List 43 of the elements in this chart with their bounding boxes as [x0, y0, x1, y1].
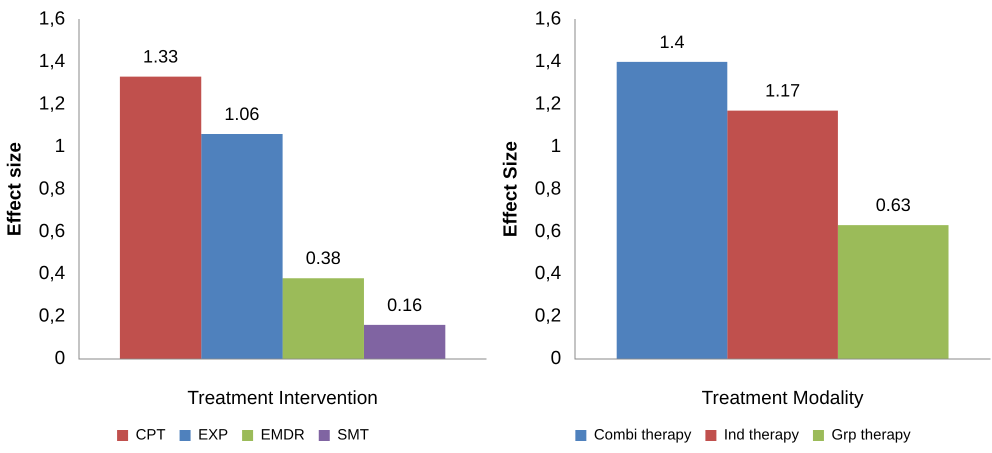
data-label: 0.63	[876, 195, 911, 216]
data-label: 0.38	[306, 248, 341, 268]
bar	[838, 225, 949, 359]
y-tick-label: 0,8	[534, 178, 562, 200]
bar	[616, 62, 728, 359]
y-tick-label: 1,6	[38, 8, 66, 30]
y-tick-label: 0	[54, 348, 66, 370]
y-tick-label: 0,6	[38, 220, 66, 242]
data-label: 0.16	[387, 294, 422, 315]
y-tick-label: 0,6	[534, 220, 562, 242]
data-label: 1.4	[659, 32, 685, 52]
y-tick-label: 1,2	[38, 93, 66, 114]
legend-label: EMDR	[260, 426, 305, 444]
legend-label: SMT	[337, 426, 369, 444]
legend-label: Grp therapy	[831, 426, 912, 444]
y-tick-label: 0,4	[38, 263, 66, 284]
bar	[282, 278, 364, 359]
legend-label: Combi therapy	[594, 426, 692, 444]
legend-label: CPT	[136, 426, 166, 444]
y-tick-label: 0,2	[534, 306, 562, 327]
y-axis-title: Effect Size	[500, 141, 522, 238]
legend-label: Ind therapy	[724, 426, 800, 444]
data-label: 1.17	[765, 80, 800, 101]
y-tick-label: 0,4	[534, 263, 562, 284]
y-tick-label: 0,2	[38, 306, 66, 327]
y-tick-label: 0	[550, 348, 562, 370]
y-tick-label: 1,4	[38, 51, 66, 72]
legend-label: EXP	[198, 426, 228, 444]
bar	[120, 76, 202, 359]
x-axis-title: Treatment Modality	[702, 388, 864, 409]
y-tick-label: 1	[54, 136, 66, 157]
bar	[201, 134, 283, 359]
y-axis-title: Effect size	[4, 142, 26, 236]
y-tick-label: 1	[550, 136, 562, 157]
bar	[727, 110, 838, 359]
x-axis-title: Treatment Intervention	[187, 388, 378, 409]
bar	[364, 324, 446, 359]
data-label: 1.06	[224, 104, 260, 124]
y-tick-label: 0,8	[38, 178, 66, 200]
y-tick-label: 1,4	[534, 51, 562, 72]
y-tick-label: 1,2	[534, 93, 562, 114]
data-label: 1.33	[143, 46, 178, 67]
y-tick-label: 1,6	[534, 8, 562, 30]
